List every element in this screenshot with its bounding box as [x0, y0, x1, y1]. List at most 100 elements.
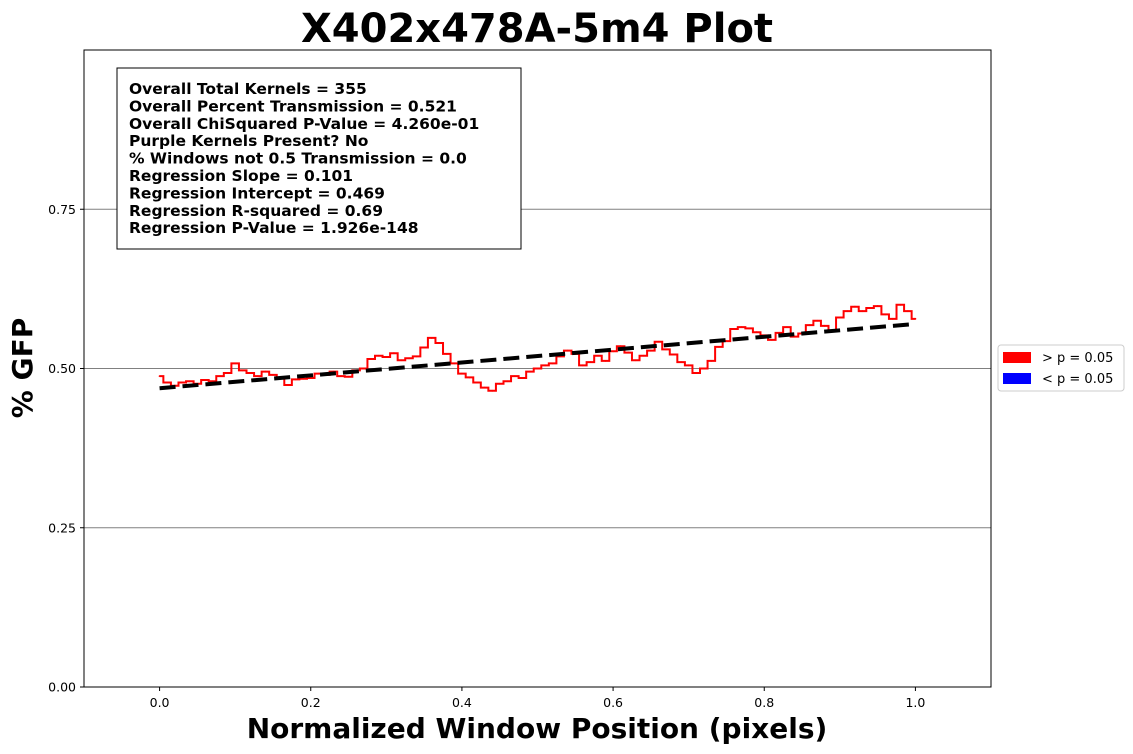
data-point [317, 372, 320, 375]
x-axis: 0.0 0.2 0.4 0.6 0.8 1.0 [150, 687, 925, 710]
data-point [786, 326, 788, 328]
data-point [521, 377, 524, 379]
data-point [340, 375, 342, 378]
data-point [914, 317, 917, 320]
data-point [234, 362, 237, 365]
data-point [430, 337, 433, 339]
data-point [589, 361, 592, 364]
data-point [438, 342, 441, 344]
data-point [370, 358, 373, 360]
data-point [536, 367, 539, 370]
data-series-layer [158, 303, 917, 392]
data-point [476, 381, 478, 384]
data-point [400, 359, 403, 362]
y-axis: 0.00 0.25 0.50 0.75 [48, 202, 84, 695]
data-point [272, 373, 274, 376]
legend-entries: > p = 0.05 < p = 0.05 [1003, 351, 1113, 387]
legend-swatch [1003, 373, 1031, 384]
data-point [748, 327, 751, 330]
x-tick-label: 0.8 [754, 695, 774, 710]
data-point [838, 316, 841, 319]
stats-line: Overall Total Kernels = 355 [129, 80, 367, 98]
data-point [604, 359, 607, 362]
data-point [513, 375, 516, 378]
stats-line: Overall Percent Transmission = 0.521 [129, 97, 457, 115]
regression-line [159, 321, 916, 391]
data-point [861, 310, 864, 313]
stats-line: Regression Slope = 0.101 [129, 167, 353, 185]
data-point [385, 356, 388, 358]
data-point [241, 369, 244, 372]
data-point [529, 370, 531, 373]
data-point [302, 377, 305, 380]
data-point [891, 317, 894, 320]
x-tick-label: 0.4 [452, 695, 472, 710]
data-point [483, 386, 486, 389]
data-point [770, 338, 773, 341]
y-axis-title: % GFP [6, 318, 39, 418]
data-point [869, 307, 871, 309]
legend: > p = 0.05 < p = 0.05 [997, 344, 1125, 392]
data-point [619, 345, 622, 348]
data-point [506, 380, 509, 383]
data-point [445, 352, 448, 355]
data-point [597, 354, 599, 357]
data-point [627, 351, 630, 354]
data-point [347, 375, 350, 378]
data-point [423, 346, 426, 349]
data-point [264, 370, 267, 373]
data-point [294, 378, 297, 381]
data-point [702, 367, 705, 370]
data-point [219, 375, 221, 378]
data-point [642, 354, 645, 357]
stats-line: Purple Kernels Present? No [129, 132, 368, 150]
x-axis-title: Normalized Window Position (pixels) [247, 712, 828, 745]
data-point [884, 313, 887, 316]
data-point [657, 340, 660, 343]
x-tick-label: 0.6 [603, 695, 623, 710]
data-point [854, 305, 856, 308]
data-point [740, 326, 743, 328]
data-point [612, 350, 614, 353]
stats-line: % Windows not 0.5 Transmission = 0.0 [129, 150, 467, 168]
x-tick-label: 1.0 [905, 695, 925, 710]
data-point [249, 372, 252, 374]
data-point [544, 364, 546, 367]
legend-swatch [1003, 352, 1031, 363]
data-point [158, 375, 161, 378]
stats-line: Regression P-Value = 1.926e-148 [129, 219, 419, 237]
legend-label: > p = 0.05 [1042, 351, 1113, 366]
data-point [166, 381, 169, 384]
data-point [680, 361, 683, 364]
stats-line: Overall ChiSquared P-Value = 4.260e-01 [129, 115, 479, 133]
data-point [461, 372, 463, 375]
data-point [498, 382, 501, 385]
data-point [287, 384, 289, 386]
data-point [453, 362, 456, 365]
data-point [377, 354, 380, 357]
data-point [226, 372, 229, 374]
data-point [468, 376, 471, 379]
stats-line: Regression Intercept = 0.469 [129, 184, 385, 202]
data-point [188, 380, 191, 383]
stats-box-border [116, 67, 522, 250]
data-point [649, 349, 652, 352]
data-point [816, 319, 819, 322]
data-point [634, 359, 637, 362]
data-point [710, 359, 713, 362]
data-point [551, 362, 554, 365]
data-point [876, 305, 879, 307]
stats-line: Regression R-squared = 0.69 [129, 202, 383, 220]
data-point [204, 379, 206, 381]
data-point [755, 331, 758, 334]
x-tick-label: 0.0 [150, 695, 170, 710]
data-point [672, 353, 675, 356]
y-tick-label: 0.00 [48, 680, 76, 695]
data-point [733, 328, 735, 330]
data-point [687, 364, 690, 367]
data-point [211, 380, 214, 383]
data-point [256, 375, 259, 378]
data-point [491, 389, 494, 392]
y-tick-label: 0.25 [48, 520, 76, 535]
